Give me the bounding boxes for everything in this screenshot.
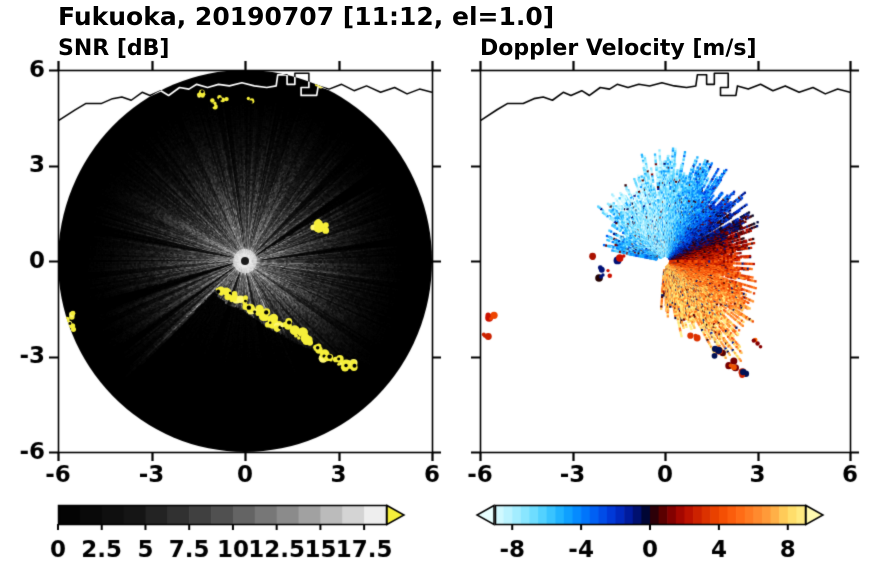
- figure-title: Fukuoka, 20190707 [11:12, el=1.0]: [58, 2, 555, 31]
- velocity-panel-title: Doppler Velocity [m/s]: [480, 36, 757, 61]
- snr-panel-title: SNR [dB]: [58, 36, 170, 61]
